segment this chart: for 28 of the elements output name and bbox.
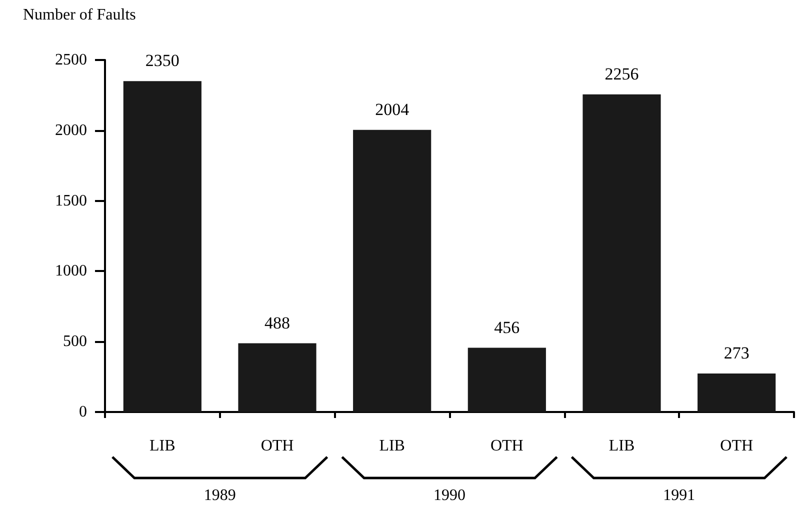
text: 1991 [663,487,696,504]
data-label: 2004 [375,100,410,119]
data-label: 2350 [145,51,180,70]
data-label: 2256 [604,64,639,84]
bar [353,130,432,412]
y-axis-title: Number of Faults [23,6,136,24]
bar [698,374,776,412]
data-label: 456 [494,318,520,337]
x-tick-label: OTH [260,438,294,454]
x-tick-label: OTH [720,438,754,454]
y-tick-label: 1000 [55,262,87,280]
bar [582,94,661,412]
data-label: 488 [264,313,290,332]
x-tick-label: LIB [150,438,176,454]
x-tick-label: LIB [379,438,405,454]
text: 1990 [434,487,466,504]
y-tick-label: 0 [79,404,87,420]
data-label: 273 [724,344,750,363]
bar [238,343,316,412]
x-tick-label: LIB [608,438,635,454]
y-tick-label: 500 [63,333,87,350]
y-tick-label: 2000 [55,122,87,139]
bar [123,81,202,412]
y-tick-label: 2500 [55,52,87,68]
x-tick-label: OTH [490,438,524,454]
y-tick-label: 1500 [55,192,87,210]
bar [468,348,546,412]
text: 1989 [204,487,236,504]
